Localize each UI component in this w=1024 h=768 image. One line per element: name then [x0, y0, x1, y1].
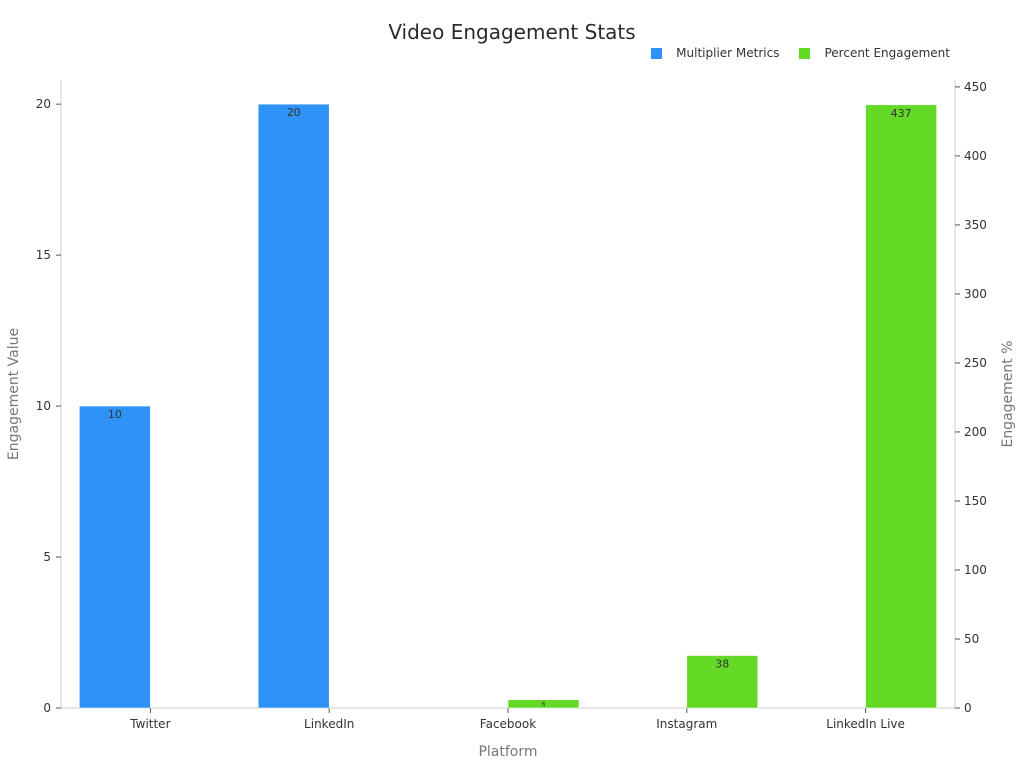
legend-item-percent[interactable]: Percent Engagement: [799, 46, 950, 60]
bar-percent-instagram[interactable]: [686, 655, 759, 709]
x-tick-label: Twitter: [129, 717, 170, 731]
data-label: 20: [287, 106, 301, 119]
bar-percent-facebook[interactable]: [507, 699, 580, 709]
axes: 05101520050100150200250300350400450Engag…: [6, 80, 1016, 760]
x-tick-label: Instagram: [656, 717, 717, 731]
legend: Multiplier Metrics Percent Engagement: [631, 46, 950, 60]
data-label: 38: [715, 658, 729, 671]
y2-tick-label: 450: [964, 80, 987, 94]
y-tick-label: 15: [36, 248, 51, 262]
y-axis-title: Engagement Value: [6, 328, 22, 460]
x-tick-label: LinkedIn Live: [826, 717, 905, 731]
bar-multiplier-linkedin[interactable]: [257, 103, 330, 709]
y2-tick-label: 350: [964, 218, 987, 232]
y2-tick-label: 100: [964, 563, 987, 577]
y-tick-label: 5: [43, 550, 51, 564]
y2-tick-label: 150: [964, 494, 987, 508]
data-label: 10: [108, 408, 122, 421]
legend-swatch-percent: [799, 47, 811, 59]
bars-group: [79, 103, 937, 709]
y2-tick-label: 250: [964, 356, 987, 370]
y2-tick-label: 200: [964, 425, 987, 439]
y-tick-label: 20: [36, 97, 51, 111]
chart-title: Video Engagement Stats: [388, 20, 636, 44]
y2-tick-label: 300: [964, 287, 987, 301]
x-axis-title: Platform: [478, 744, 537, 760]
legend-label-multiplier: Multiplier Metrics: [676, 46, 780, 60]
data-label: 437: [891, 107, 912, 120]
legend-item-multiplier[interactable]: Multiplier Metrics: [651, 46, 779, 60]
x-tick-label: LinkedIn: [304, 717, 354, 731]
legend-swatch-multiplier: [651, 47, 663, 59]
bar-multiplier-twitter[interactable]: [79, 405, 151, 709]
y2-axis-title: Engagement %: [1000, 340, 1016, 447]
x-tick-label: Facebook: [480, 717, 536, 731]
bar-percent-linkedin-live[interactable]: [865, 104, 937, 709]
data-label: 6: [542, 701, 546, 708]
y-tick-label: 0: [43, 701, 51, 715]
y2-tick-label: 50: [964, 632, 979, 646]
y2-tick-label: 400: [964, 149, 987, 163]
y2-tick-label: 0: [964, 701, 972, 715]
y-tick-label: 10: [36, 399, 51, 413]
legend-label-percent: Percent Engagement: [824, 46, 950, 60]
data-labels-group: 10 20 6 38 437: [108, 106, 912, 708]
